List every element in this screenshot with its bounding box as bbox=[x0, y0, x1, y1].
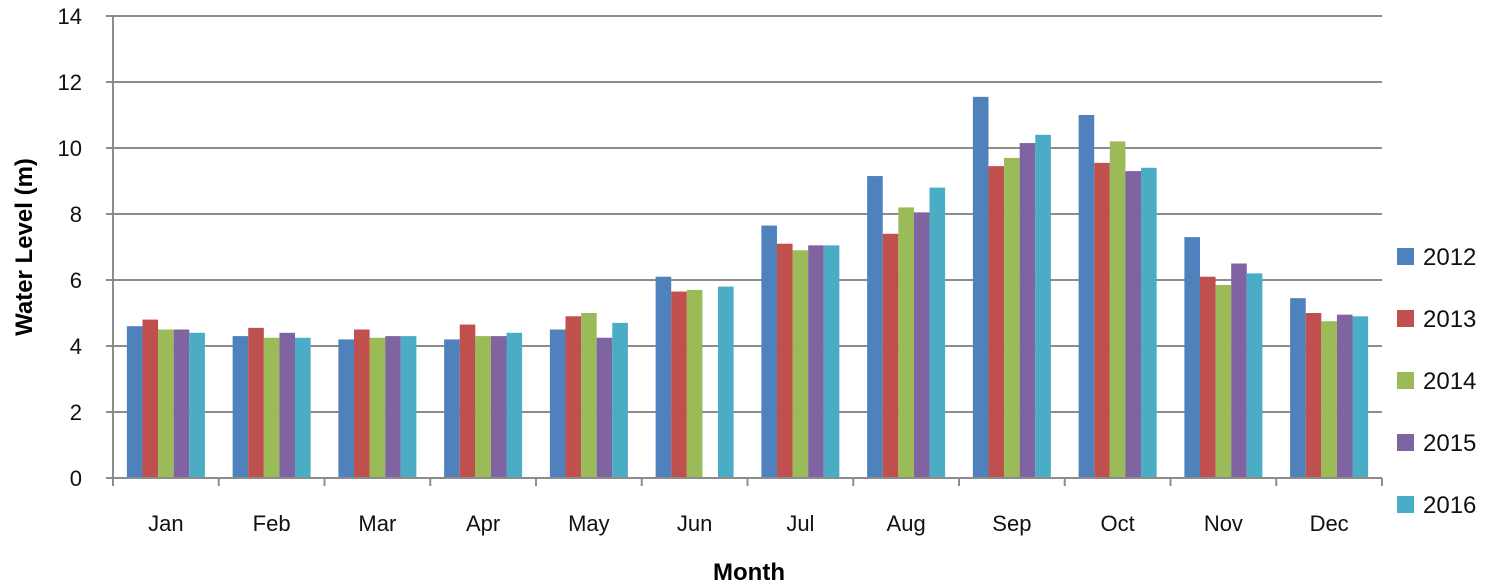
axes bbox=[106, 15, 1383, 486]
bar-2012-Feb bbox=[232, 336, 249, 478]
y-tick-label: 14 bbox=[58, 4, 82, 29]
bar-2014-Sep bbox=[1004, 157, 1020, 478]
y-tick-label: 12 bbox=[58, 70, 82, 95]
bar-2015-Jul bbox=[808, 245, 824, 478]
bar-2013-Feb bbox=[248, 327, 264, 478]
bar-2016-May bbox=[612, 322, 628, 478]
legend-swatch-2014 bbox=[1397, 372, 1414, 389]
bar-2012-Dec bbox=[1290, 298, 1306, 478]
legend-label-2015: 2015 bbox=[1423, 430, 1476, 457]
bar-2016-Jul bbox=[823, 245, 840, 478]
bar-2012-Mar bbox=[338, 339, 354, 478]
x-tick-labels: Jan Feb Mar Apr May Jun Jul Aug Sep Oct Nov Dec bbox=[148, 511, 1349, 536]
bar-2013-Apr bbox=[459, 324, 476, 478]
bar-2012-Jun bbox=[655, 276, 672, 478]
bar-2015-Aug bbox=[913, 212, 930, 478]
bar-2014-Jun bbox=[686, 289, 703, 478]
y-tick-label: 8 bbox=[70, 202, 82, 227]
bar-2013-Oct bbox=[1094, 162, 1110, 478]
bar-2015-May bbox=[596, 337, 613, 478]
y-tick-labels: 0 2 4 6 8 10 12 14 bbox=[58, 4, 82, 491]
x-tick-label-May: May bbox=[568, 511, 610, 536]
bar-2013-Sep bbox=[988, 166, 1005, 478]
bar-2014-May bbox=[581, 313, 597, 478]
bar-2016-Nov bbox=[1246, 273, 1263, 478]
x-axis-title: Month bbox=[713, 559, 785, 586]
x-tick-label-Apr: Apr bbox=[466, 511, 500, 536]
bar-2012-Aug bbox=[867, 176, 883, 479]
bar-2015-Jan bbox=[173, 329, 190, 478]
bar-2015-Mar bbox=[385, 336, 401, 478]
bar-2015-Feb bbox=[279, 332, 296, 478]
bar-series bbox=[126, 96, 1369, 479]
bar-2016-Apr bbox=[506, 332, 523, 478]
bar-2015-Sep bbox=[1019, 143, 1036, 479]
bar-2016-Mar bbox=[400, 336, 417, 478]
legend-swatch-2012 bbox=[1397, 248, 1414, 265]
bar-2014-Jan bbox=[158, 329, 174, 478]
x-tick-label-Jun: Jun bbox=[677, 511, 712, 536]
y-axis-title: Water Level (m) bbox=[11, 158, 38, 336]
bar-2012-May bbox=[549, 329, 566, 478]
legend-label-2012: 2012 bbox=[1423, 244, 1476, 271]
gridlines bbox=[113, 15, 1382, 413]
x-tick-label-Jul: Jul bbox=[786, 511, 814, 536]
x-tick-label-Feb: Feb bbox=[253, 511, 291, 536]
bar-2016-Sep bbox=[1035, 134, 1051, 479]
bar-2016-Jan bbox=[189, 332, 205, 478]
bar-2016-Dec bbox=[1352, 316, 1369, 478]
bar-2014-Aug bbox=[898, 207, 914, 478]
bar-2013-May bbox=[565, 316, 582, 478]
bar-2016-Feb bbox=[295, 337, 311, 478]
x-tick-label-Aug: Aug bbox=[887, 511, 926, 536]
legend-swatch-2016 bbox=[1397, 496, 1414, 513]
bar-2016-Jun bbox=[718, 286, 734, 478]
legend-swatch-2015 bbox=[1397, 434, 1414, 451]
x-tick-label-Jan: Jan bbox=[148, 511, 183, 536]
x-tick-label-Nov: Nov bbox=[1204, 511, 1243, 536]
bar-2012-Jan bbox=[126, 326, 143, 478]
bar-2013-Jan bbox=[142, 319, 159, 478]
bar-2015-Dec bbox=[1336, 314, 1353, 478]
y-tick-label: 0 bbox=[70, 466, 82, 491]
bar-2013-Aug bbox=[882, 233, 899, 478]
bar-2014-Dec bbox=[1321, 321, 1337, 478]
bar-2014-Mar bbox=[369, 337, 386, 478]
legend-label-2014: 2014 bbox=[1423, 368, 1476, 395]
bar-2014-Nov bbox=[1215, 284, 1232, 478]
x-tick-label-Mar: Mar bbox=[358, 511, 396, 536]
bar-2014-Oct bbox=[1109, 141, 1126, 478]
bar-2014-Feb bbox=[263, 337, 280, 478]
bar-2013-Jun bbox=[671, 291, 687, 478]
bar-2012-Nov bbox=[1184, 237, 1200, 478]
bar-2013-Mar bbox=[353, 329, 370, 478]
bar-2016-Oct bbox=[1141, 167, 1157, 479]
bar-2012-Sep bbox=[972, 96, 989, 478]
bar-2016-Aug bbox=[929, 187, 946, 478]
legend-label-2013: 2013 bbox=[1423, 306, 1476, 333]
bar-2015-Apr bbox=[490, 336, 507, 478]
y-tick-label: 10 bbox=[58, 136, 82, 161]
bar-2013-Dec bbox=[1305, 313, 1322, 478]
x-tick-label-Oct: Oct bbox=[1101, 511, 1135, 536]
bar-2012-Apr bbox=[444, 339, 460, 478]
bar-2014-Apr bbox=[475, 336, 491, 478]
y-tick-label: 2 bbox=[70, 400, 82, 425]
bar-2013-Nov bbox=[1199, 276, 1216, 478]
legend: 2012 2013 2014 2015 2016 bbox=[1397, 244, 1476, 519]
x-tick-label-Sep: Sep bbox=[992, 511, 1031, 536]
bar-2012-Oct bbox=[1078, 115, 1095, 478]
bar-2012-Jul bbox=[761, 225, 777, 478]
y-tick-label: 6 bbox=[70, 268, 82, 293]
y-tick-label: 4 bbox=[70, 334, 82, 359]
bar-2015-Nov bbox=[1231, 263, 1247, 478]
legend-label-2016: 2016 bbox=[1423, 492, 1476, 519]
legend-swatch-2013 bbox=[1397, 310, 1414, 327]
bar-2014-Jul bbox=[792, 250, 809, 478]
x-tick-label-Dec: Dec bbox=[1310, 511, 1349, 536]
bar-2013-Jul bbox=[776, 243, 793, 478]
bar-2015-Oct bbox=[1125, 171, 1142, 478]
